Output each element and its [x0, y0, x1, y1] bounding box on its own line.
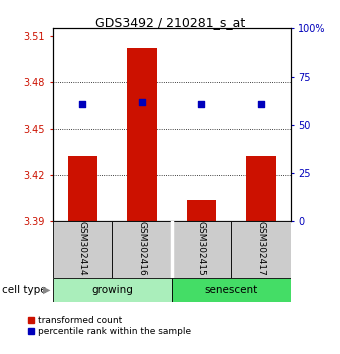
Bar [172, 278, 291, 302]
Bar [172, 221, 231, 278]
Text: GDS3492 / 210281_s_at: GDS3492 / 210281_s_at [95, 16, 245, 29]
Text: GSM302415: GSM302415 [197, 221, 206, 276]
Text: GSM302416: GSM302416 [137, 221, 147, 276]
Bar [187, 200, 216, 221]
Bar [231, 221, 291, 278]
Text: senescent: senescent [205, 285, 258, 295]
Text: growing: growing [91, 285, 133, 295]
Point [80, 101, 85, 107]
Point [258, 101, 264, 107]
Bar [127, 48, 157, 221]
Text: cell type: cell type [2, 285, 46, 295]
Bar [53, 221, 112, 278]
Point [199, 101, 204, 107]
Bar [112, 221, 172, 278]
Point [139, 99, 145, 105]
Text: ▶: ▶ [43, 285, 50, 295]
Bar [68, 156, 97, 221]
Bar [53, 278, 172, 302]
Legend: transformed count, percentile rank within the sample: transformed count, percentile rank withi… [28, 316, 191, 336]
Text: GSM302414: GSM302414 [78, 221, 87, 276]
Bar [246, 156, 276, 221]
Text: GSM302417: GSM302417 [256, 221, 266, 276]
